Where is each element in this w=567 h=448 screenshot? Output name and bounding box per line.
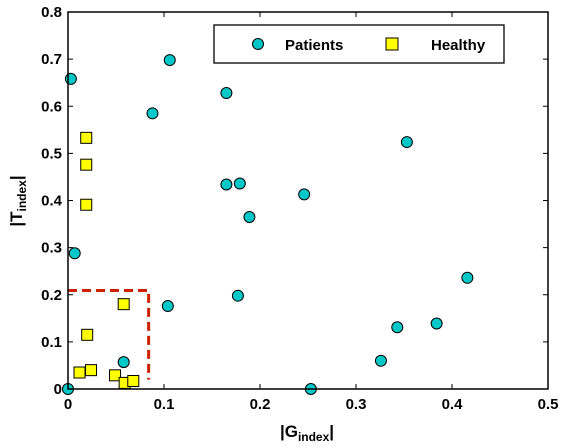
legend-label-healthy: Healthy: [431, 37, 486, 54]
healthy-point: [85, 364, 98, 377]
patients-point: [298, 188, 311, 201]
x-tick-label: 0.2: [250, 396, 271, 413]
patients-point: [220, 87, 233, 100]
data-points-layer: [62, 54, 474, 395]
dashed-region-outline: [68, 289, 151, 380]
legend-marker-healthy: [385, 37, 399, 51]
legend-label-patients: Patients: [285, 37, 343, 54]
healthy-point: [117, 298, 130, 311]
x-tick-label: 0.1: [154, 396, 175, 413]
patients-point: [461, 271, 474, 284]
patients-point: [220, 178, 233, 191]
patients-point: [68, 247, 81, 260]
healthy-point: [109, 369, 122, 382]
patients-point: [243, 210, 256, 223]
y-axis-label: |Tindex|: [7, 175, 29, 226]
patients-point: [233, 177, 246, 190]
patients-point: [117, 356, 130, 369]
patients-point: [400, 136, 413, 149]
patients-point: [146, 107, 159, 120]
healthy-point: [80, 158, 93, 171]
x-tick-label: 0.5: [538, 396, 559, 413]
patients-point: [231, 289, 244, 302]
patients-point: [161, 300, 174, 313]
patients-point: [374, 354, 387, 367]
axis-ticks-layer: 0 0.1 0.2 0.3 0.4 0.5 0 0.1 0.2 0.3 0.4 0.5 0.6 0.7 0.…: [41, 4, 558, 413]
patients-point: [391, 321, 404, 334]
y-tick-label: 0.1: [41, 334, 62, 351]
legend-marker-patients: [252, 38, 264, 50]
x-tick-label: 0.3: [346, 396, 367, 413]
healthy-point: [127, 374, 140, 387]
healthy-point: [80, 131, 93, 144]
patients-point: [163, 54, 176, 67]
y-tick-label: 0: [54, 381, 62, 398]
y-tick-label: 0.8: [41, 4, 62, 21]
y-tick-label: 0.2: [41, 287, 62, 304]
healthy-point: [81, 328, 94, 341]
y-tick-label: 0.7: [41, 51, 62, 68]
x-tick-label: 0.4: [442, 396, 464, 413]
healthy-point: [80, 198, 93, 211]
y-tick-label: 0.5: [41, 145, 62, 162]
x-axis-label: |Gindex|: [280, 422, 334, 444]
legend: Patients Healthy: [213, 24, 505, 64]
y-tick-label: 0.4: [41, 193, 63, 210]
healthy-point: [73, 366, 86, 379]
patients-point: [64, 72, 77, 85]
y-tick-label: 0.6: [41, 98, 62, 115]
dashed-region-layer: [68, 289, 151, 380]
patients-point: [430, 317, 443, 330]
y-tick-label: 0.3: [41, 240, 62, 257]
x-tick-label: 0: [64, 396, 72, 413]
